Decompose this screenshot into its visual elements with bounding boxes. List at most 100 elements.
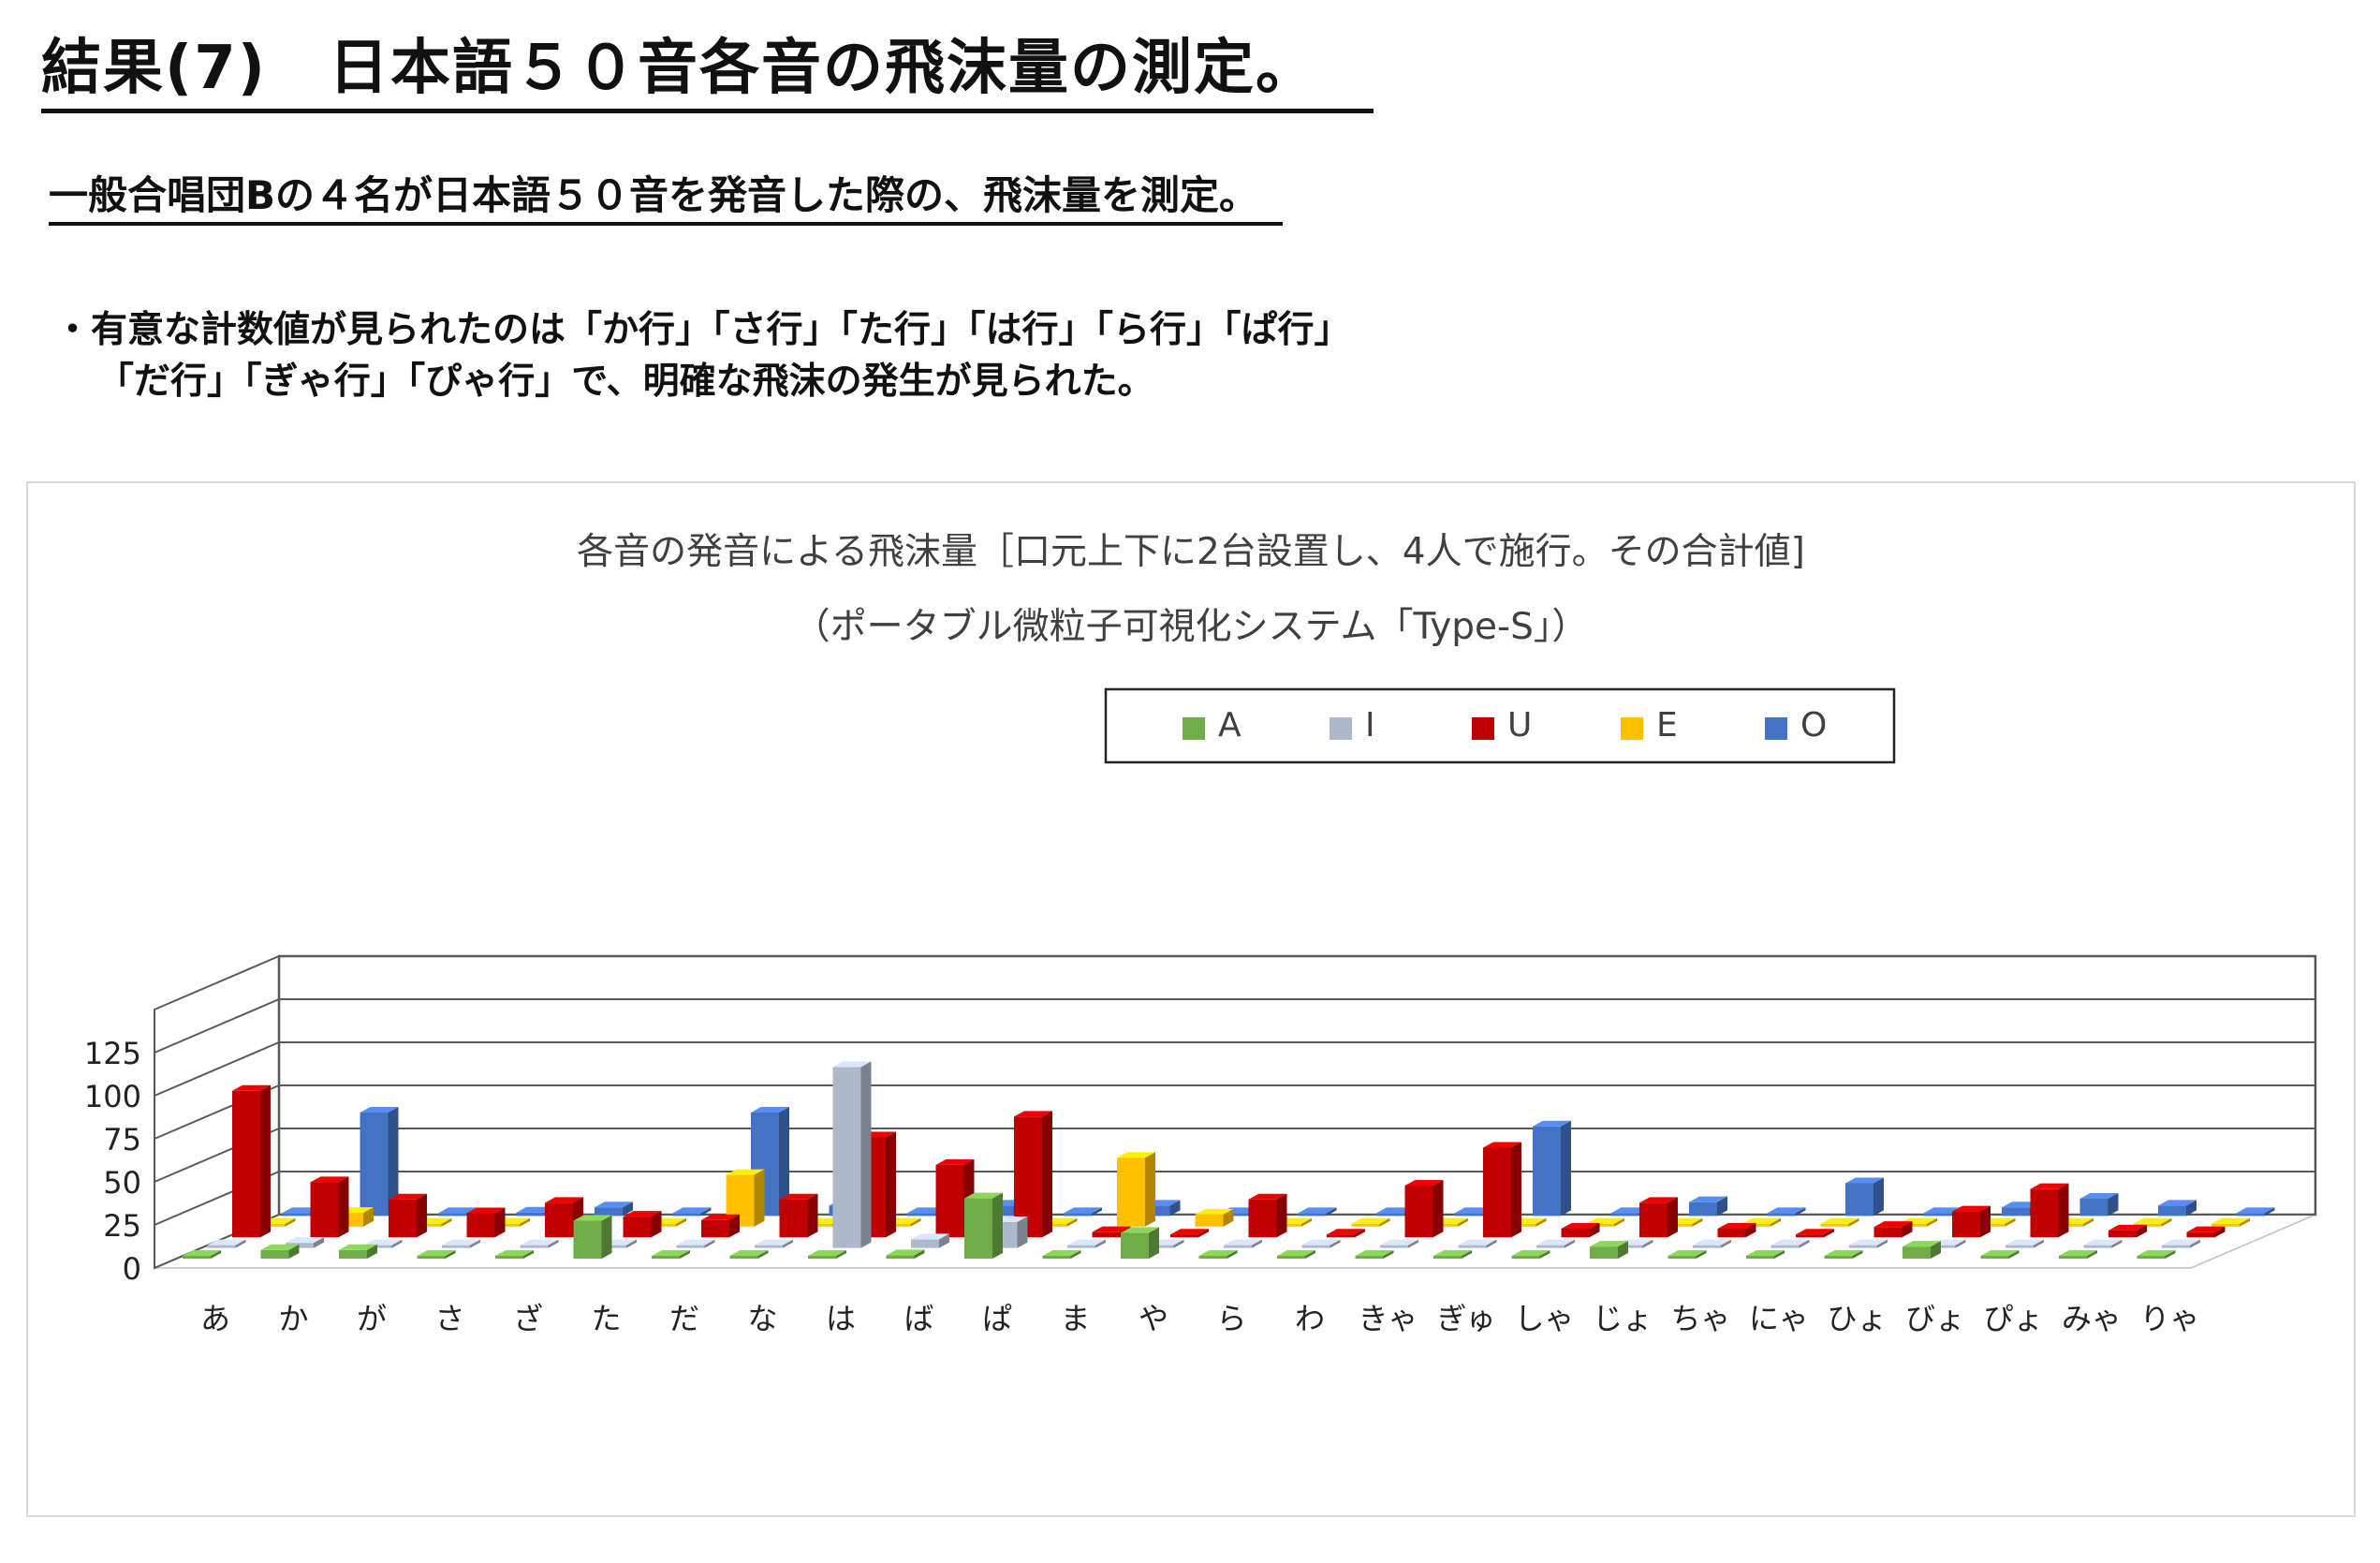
bar-O	[1845, 1183, 1873, 1216]
bar-O-side	[2108, 1193, 2119, 1216]
x-tick-label: ば	[904, 1301, 933, 1336]
bar-I-side	[1408, 1239, 1418, 1248]
bar-I-top	[2162, 1239, 2200, 1246]
bar-I	[1301, 1245, 1330, 1248]
bar-I	[363, 1245, 392, 1248]
x-tick-label: は	[826, 1301, 856, 1336]
bar-I-top	[1770, 1239, 1810, 1246]
bar-O-top	[1064, 1207, 1102, 1214]
bar-A-side	[2087, 1250, 2097, 1259]
findings-note-line2: 「だ行」「ぎゃ行」「ぴゃ行」で、明確な飛沫の発生が見られた。	[97, 361, 1154, 404]
bar-I-top	[1849, 1239, 1888, 1246]
bar-E-side	[1379, 1217, 1390, 1227]
bar-A-top	[1355, 1250, 1394, 1256]
bar-U	[1796, 1234, 1824, 1238]
bar-A-top	[1511, 1250, 1550, 1256]
legend-label-A: A	[1218, 706, 1241, 745]
bar-U-top	[545, 1197, 583, 1203]
bar-E-side	[1614, 1217, 1624, 1227]
bar-chart: 125 100 75 50 25 0 あ か が さ ざ た だ な は ば ぱ ま や ら わきゃ ぎゅ しゃ じょ ちゃ にゃ…	[84, 687, 2317, 1336]
bar-E	[1664, 1223, 1693, 1227]
bar-A-top	[183, 1250, 221, 1256]
bar-A	[1121, 1232, 1149, 1259]
bar-O	[1533, 1126, 1561, 1216]
bar-U-top	[1952, 1205, 1991, 1212]
bar-U-side	[729, 1214, 740, 1238]
bar-O-top	[360, 1107, 399, 1113]
bar-A-side	[601, 1215, 612, 1259]
x-tick-label: ざ	[513, 1301, 543, 1336]
bar-O-top	[672, 1207, 712, 1214]
y-tick-label: 100	[84, 1079, 141, 1114]
bar-A	[2137, 1256, 2166, 1259]
bar-U-top	[1092, 1226, 1131, 1232]
bar-I-side	[1565, 1239, 1575, 1248]
bar-E-side	[441, 1217, 452, 1227]
bar-I-top	[2083, 1239, 2123, 1246]
bar-I-top	[755, 1239, 793, 1246]
y-tick-label: 0	[123, 1251, 141, 1287]
bar-I-top	[1458, 1239, 1497, 1246]
bar-O-side	[1326, 1207, 1337, 1216]
bar-U-side	[1902, 1221, 1913, 1238]
bar-A-top	[1980, 1250, 2020, 1256]
bar-A-top	[652, 1250, 690, 1256]
bar-I	[1614, 1245, 1643, 1248]
bar-O	[438, 1213, 466, 1216]
chart-subtitle: （ポータブル微粒子可視化システム「Type-S」）	[793, 606, 1589, 648]
x-tick-label: みゃ	[2062, 1301, 2122, 1336]
legend-swatch-A	[1183, 717, 1205, 740]
page-subtitle: 一般合唱団Bの４名が日本語５０音を発音した際の、飛沫量を測定。	[49, 170, 1284, 226]
bar-O-side	[1795, 1207, 1806, 1216]
x-tick-label: しゃ	[1514, 1301, 1574, 1336]
bar-I-top	[832, 1061, 872, 1068]
bar-A-top	[1746, 1250, 1785, 1256]
bar-U-top	[1717, 1223, 1756, 1229]
bar-I	[1927, 1245, 1956, 1248]
bar-O	[2236, 1213, 2265, 1216]
bar-I	[1770, 1245, 1800, 1248]
bar-A	[260, 1249, 289, 1259]
bar-A-side	[1227, 1250, 1238, 1259]
bar-I-side	[860, 1061, 872, 1248]
x-tick-label: きゃ	[1358, 1301, 1418, 1336]
bar-A-side	[445, 1250, 456, 1259]
bar-E	[1899, 1223, 1927, 1227]
bar-I-side	[939, 1233, 949, 1248]
bar-E-top	[726, 1169, 765, 1175]
bar-O-top	[751, 1107, 789, 1113]
bar-E-side	[1535, 1217, 1547, 1227]
bar-A	[652, 1256, 680, 1259]
bar-E-side	[1770, 1217, 1781, 1227]
bar-E-side	[1301, 1217, 1312, 1227]
bar-A	[1355, 1256, 1384, 1259]
bar-U-top	[1561, 1223, 1600, 1229]
bar-E	[1273, 1223, 1301, 1227]
bar-A	[2059, 1256, 2087, 1259]
bar-A	[1198, 1256, 1227, 1259]
bar-O-top	[2079, 1193, 2119, 1199]
bar-U-top	[1404, 1180, 1444, 1186]
bar-O	[2079, 1199, 2108, 1216]
bar-U-top	[623, 1211, 662, 1217]
x-tick-label: ぱ	[982, 1301, 1012, 1336]
x-tick-label: が	[357, 1301, 387, 1336]
bar-A-side	[367, 1244, 377, 1259]
x-tick-label: ら	[1216, 1301, 1246, 1336]
x-tick-label: びょ	[1905, 1301, 1965, 1336]
bar-E	[1195, 1214, 1224, 1227]
bar-O	[360, 1113, 389, 1216]
bar-A-side	[1696, 1250, 1707, 1259]
bar-I	[755, 1245, 783, 1248]
bar-I-top	[676, 1239, 715, 1246]
bar-I-side	[783, 1239, 793, 1248]
x-tick-label: わ	[1295, 1301, 1325, 1336]
bar-U	[1483, 1147, 1511, 1238]
bar-A-top	[886, 1249, 925, 1256]
bar-E	[2211, 1223, 2240, 1227]
bar-E-side	[910, 1217, 921, 1227]
bar-A-top	[2059, 1250, 2097, 1256]
bar-O-side	[1092, 1207, 1102, 1216]
bar-U	[1170, 1234, 1198, 1238]
bar-A-top	[495, 1250, 534, 1256]
